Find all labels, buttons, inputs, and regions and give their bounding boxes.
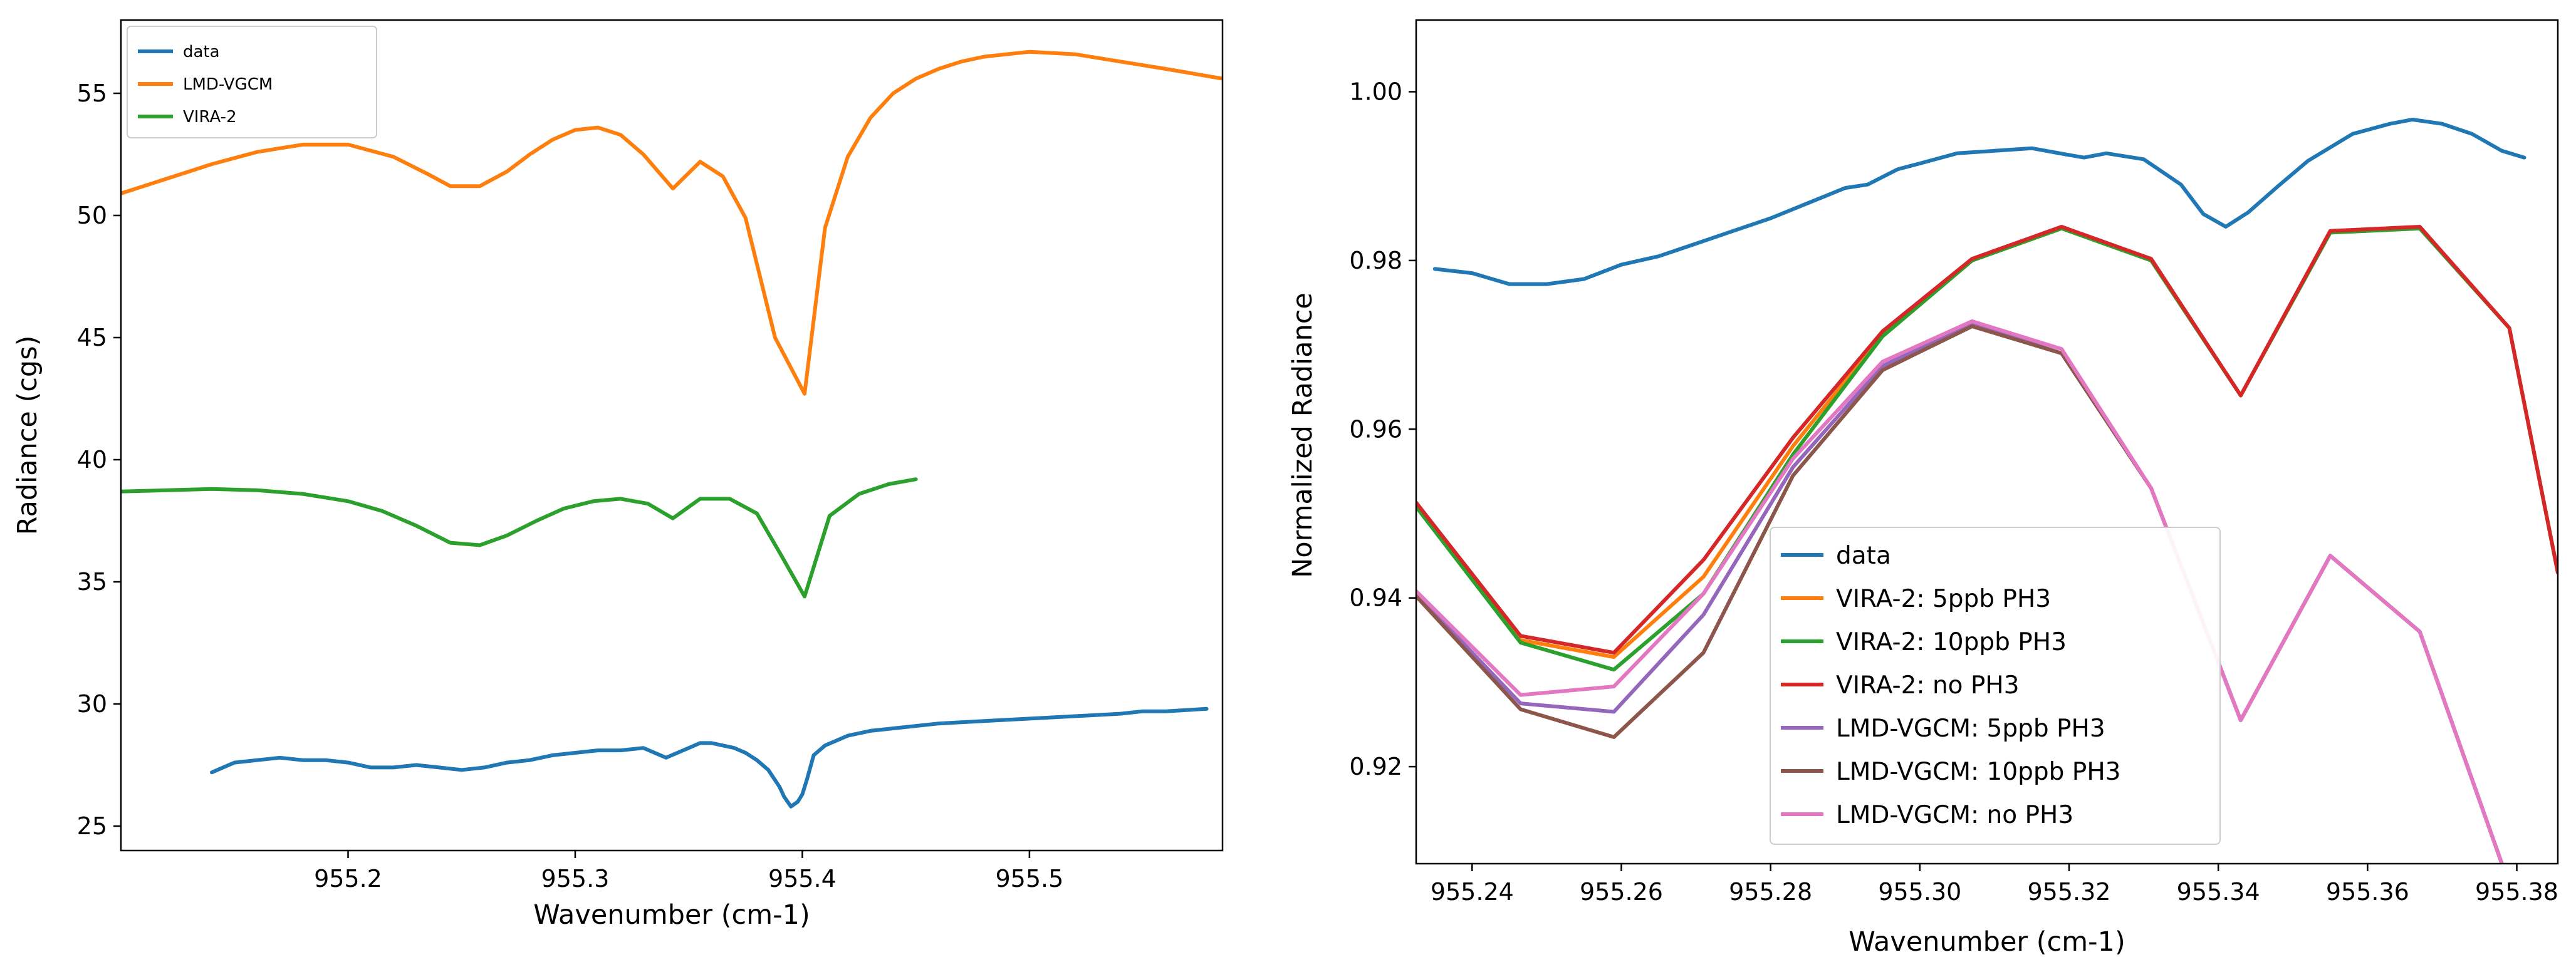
right-legend-label-vira2-10ppb: VIRA-2: 10ppb PH3 (1836, 628, 2067, 656)
left-legend-label-lmd-vgcm: LMD-VGCM (183, 75, 273, 94)
right-legend-label-lmd-5ppb: LMD-VGCM: 5ppb PH3 (1836, 715, 2105, 743)
right-y-axis-label: Normalized Radiance (1287, 292, 1318, 578)
right-y-tick-label: 0.96 (1349, 415, 1402, 443)
right-legend-label-vira2-no: VIRA-2: no PH3 (1836, 671, 2020, 700)
left-plot-lines (121, 49, 1223, 809)
right-x-tick-label: 955.38 (2475, 878, 2558, 906)
left-x-tick-label: 955.4 (768, 865, 837, 892)
right-legend-label-vira2-5ppb: VIRA-2: 5ppb PH3 (1836, 585, 2051, 613)
left-y-tick-label: 45 (77, 324, 107, 351)
right-x-tick-label: 955.30 (1878, 878, 1961, 906)
right-y-tick-label: 0.94 (1349, 584, 1402, 612)
right-series-line-0 (1432, 117, 2526, 286)
left-legend-label-data: data (183, 43, 220, 61)
right-x-tick-label: 955.36 (2326, 878, 2409, 906)
right-x-axis-label: Wavenumber (cm-1) (1849, 926, 2125, 958)
left-y-ticks: 25 30 35 40 45 50 55 (77, 80, 121, 840)
right-y-tick-label: 0.92 (1349, 753, 1402, 780)
right-plot-lines (1416, 117, 2558, 864)
right-series-line-3 (1416, 225, 2558, 655)
left-x-axis-label: Wavenumber (cm-1) (533, 899, 810, 931)
right-x-tick-label: 955.34 (2177, 878, 2260, 906)
left-x-tick-label: 955.5 (995, 865, 1063, 892)
right-legend-box (1770, 527, 2221, 845)
right-x-tick-label: 955.32 (2028, 878, 2111, 906)
right-legend-label-data: data (1836, 542, 1891, 570)
right-y-tick-label: 1.00 (1349, 78, 1402, 105)
right-x-ticks: 955.24 955.26 955.28 955.30 955.32 955.34 955.… (1431, 864, 2558, 906)
left-y-tick-label: 40 (77, 446, 107, 473)
left-legend: data LMD-VGCM VIRA-2 (127, 26, 377, 138)
right-x-tick-label: 955.26 (1580, 878, 1663, 906)
right-y-tick-label: 0.98 (1349, 247, 1402, 274)
right-legend: data VIRA-2: 5ppb PH3 VIRA-2: 10ppb PH3 … (1770, 527, 2221, 845)
right-axes-frame (1415, 19, 2559, 865)
left-y-tick-label: 55 (77, 80, 107, 107)
right-legend-label-lmd-no: LMD-VGCM: no PH3 (1836, 801, 2073, 829)
right-y-ticks: 0.92 0.94 0.96 0.98 1.00 (1349, 78, 1416, 780)
left-y-axis-label: Radiance (cgs) (12, 336, 43, 535)
left-legend-box (127, 26, 377, 138)
left-y-tick-label: 35 (77, 568, 107, 596)
left-x-tick-label: 955.3 (541, 865, 610, 892)
right-x-tick-label: 955.24 (1431, 878, 1514, 906)
right-legend-label-lmd-10ppb: LMD-VGCM: 10ppb PH3 (1836, 758, 2120, 786)
right-x-tick-label: 955.28 (1729, 878, 1812, 906)
left-x-tick-label: 955.2 (314, 865, 382, 892)
left-panel: 955.2 955.3 955.4 955.5 25 30 35 40 45 50 55 Wave… (12, 19, 1224, 931)
right-series-line-6 (1416, 319, 2504, 864)
left-axes-frame (120, 19, 1224, 852)
left-series-line-1 (121, 49, 1223, 396)
left-y-tick-label: 30 (77, 690, 107, 718)
left-y-tick-label: 25 (77, 812, 107, 840)
left-series-line-2 (121, 477, 918, 599)
left-legend-label-vira-2: VIRA-2 (183, 108, 237, 127)
left-y-tick-label: 50 (77, 202, 107, 229)
left-x-ticks: 955.2 955.3 955.4 955.5 (314, 851, 1063, 892)
left-series-line-0 (210, 706, 1209, 809)
right-panel: 955.24 955.26 955.28 955.30 955.32 955.34 955.… (1287, 19, 2559, 958)
